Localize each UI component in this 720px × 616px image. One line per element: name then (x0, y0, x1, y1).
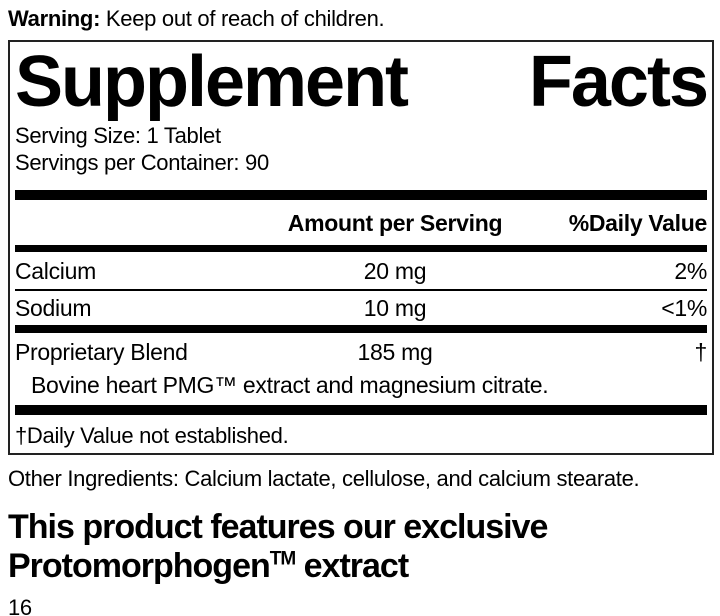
trademark-superscript: TM (269, 548, 296, 570)
panel-title: Supplement Facts (15, 42, 709, 122)
divider-rule-calcium-sodium (15, 289, 707, 291)
panel-title-word1: Supplement (15, 42, 409, 122)
feature-heading: This product features our exclusive Prot… (8, 508, 712, 586)
servings-per-container: Servings per Container: 90 (15, 150, 269, 175)
nutrient-amount: 20 mg (363, 258, 427, 284)
nutrient-amount: 10 mg (363, 295, 427, 321)
nutrient-dv-dagger: † (694, 339, 708, 365)
nutrient-name: Calcium (15, 258, 96, 284)
divider-bar-top (15, 190, 707, 200)
nutrient-dv: <1% (661, 295, 707, 321)
daily-value-footnote: †Daily Value not established. (15, 423, 289, 448)
table-header-row: Amount per Serving %Daily Value (15, 200, 708, 245)
header-daily-value: %Daily Value (568, 210, 708, 236)
warning-line: Warning: Keep out of reach of children. (8, 6, 720, 32)
nutrient-name: Proprietary Blend (15, 339, 188, 365)
warning-label: Warning: (8, 6, 101, 31)
proprietary-blend-description: Bovine heart PMG™ extract and magnesium … (31, 372, 549, 398)
feature-line1: This product features our exclusive (8, 508, 548, 546)
divider-bar-sodium-blend (15, 325, 707, 333)
nutrient-amount: 185 mg (357, 339, 433, 365)
divider-bar-bottom (15, 405, 707, 415)
page-number: 16 (8, 595, 32, 616)
feature-line2-base: Protomorphogen (8, 547, 271, 585)
other-ingredients: Other Ingredients: Calcium lactate, cell… (8, 466, 640, 491)
table-row-sodium: Sodium 10 mg <1% (15, 291, 707, 325)
serving-size: Serving Size: 1 Tablet (15, 123, 221, 148)
header-amount-per-serving: Amount per Serving (287, 210, 503, 236)
table-row-calcium: Calcium 20 mg 2% (15, 252, 707, 289)
divider-bar-header (15, 245, 707, 252)
feature-line2-rest: extract (295, 547, 410, 585)
supplement-facts-panel: Supplement Facts Serving Size: 1 Tablet … (8, 40, 714, 455)
table-row-proprietary-blend: Proprietary Blend 185 mg † (15, 333, 707, 370)
panel-title-word2: Facts (528, 42, 709, 122)
nutrient-dv: 2% (674, 258, 707, 284)
label-page: Warning: Keep out of reach of children. … (0, 6, 720, 616)
nutrient-name: Sodium (15, 295, 92, 321)
warning-text: Keep out of reach of children. (100, 6, 385, 31)
